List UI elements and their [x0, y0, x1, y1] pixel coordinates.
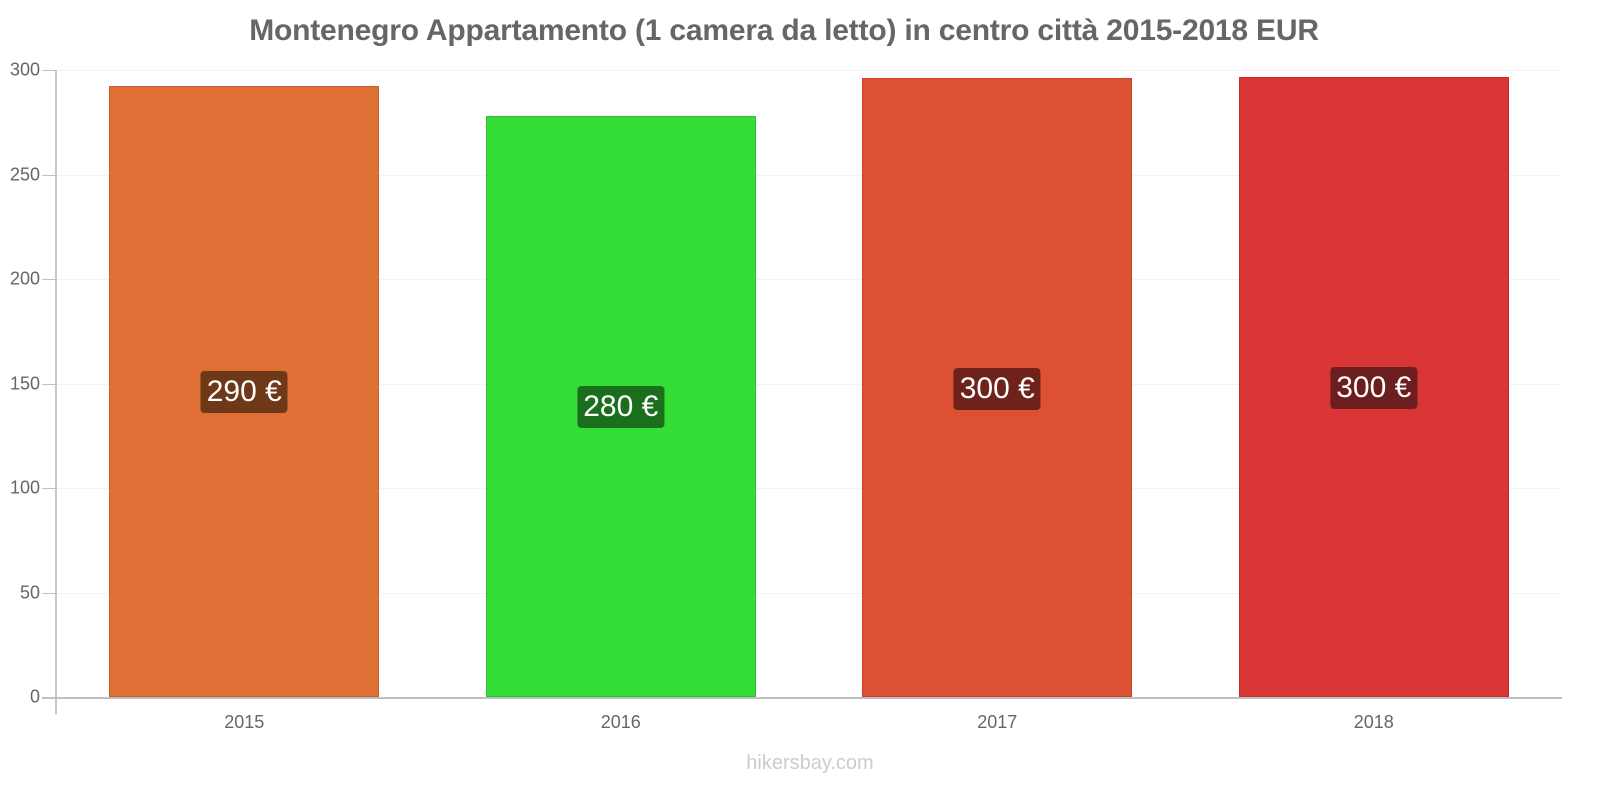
x-axis-line: [42, 697, 1562, 699]
y-tick-label: 0: [29, 686, 40, 707]
bar-value-label: 300 €: [953, 367, 1041, 410]
y-tick-label: 300: [9, 59, 40, 80]
chart-title: Montenegro Appartamento (1 camera da let…: [249, 14, 1319, 47]
bar-2016[interactable]: 280 €: [485, 115, 756, 697]
plot-area: 290 € 280 € 300 € 300 €: [56, 70, 1562, 697]
y-tick-label: 150: [9, 373, 40, 393]
gridline: [56, 174, 1562, 176]
x-tick-label: 2015: [224, 712, 265, 732]
y-tick-mark: [42, 488, 56, 489]
watermark: hikersbay.com: [746, 752, 874, 774]
y-tick-mark: [42, 592, 56, 594]
bar-value-label: 280 €: [577, 386, 665, 429]
bar-2015[interactable]: 290 €: [109, 85, 380, 697]
y-tick-mark: [42, 174, 56, 176]
y-axis-line: [55, 70, 57, 714]
bar-2017[interactable]: 300 €: [862, 78, 1133, 697]
x-tick-label: 2017: [977, 712, 1018, 732]
gridline: [56, 488, 1562, 489]
x-tick-label: 2016: [600, 712, 641, 732]
y-tick-label: 200: [9, 268, 40, 289]
y-tick-mark: [42, 279, 56, 280]
y-tick-mark: [42, 383, 56, 385]
y-tick-label: 250: [9, 164, 40, 184]
y-tick-label: 100: [9, 477, 40, 498]
gridline: [56, 383, 1562, 385]
gridline: [56, 279, 1562, 280]
y-tick-label: 50: [19, 582, 40, 602]
x-tick-label: 2018: [1353, 712, 1394, 732]
bar-value-label: 290 €: [200, 371, 288, 414]
bar-value-label: 300 €: [1330, 367, 1418, 410]
y-tick-mark: [42, 697, 56, 698]
gridline: [56, 592, 1562, 594]
gridline: [56, 70, 1562, 71]
bar-2018[interactable]: 300 €: [1238, 77, 1509, 697]
y-tick-mark: [42, 70, 56, 71]
